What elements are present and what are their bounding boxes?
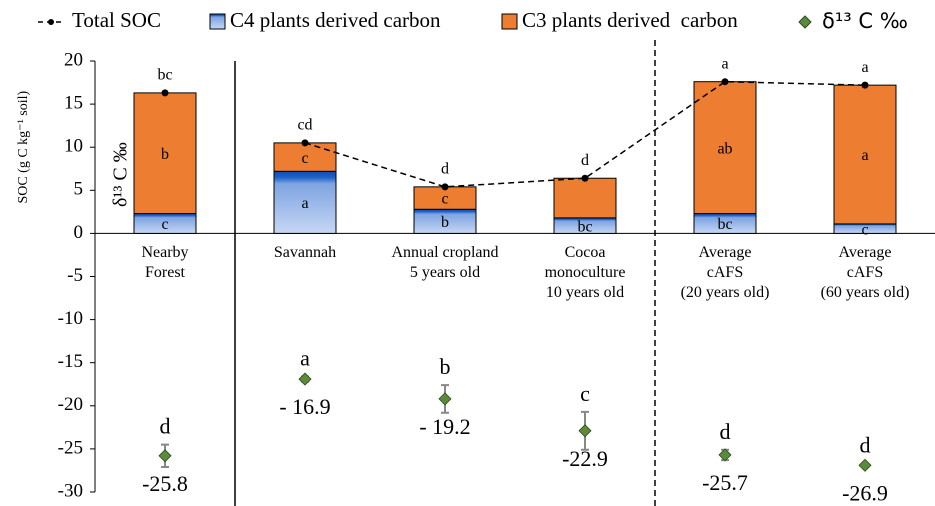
y2-axis-label: δ¹³ C ‰ bbox=[110, 142, 132, 207]
delta-point bbox=[438, 392, 452, 406]
x-tick-label-line: Annual cropland bbox=[391, 244, 498, 261]
x-tick-label: Average cAFS (20 years old) bbox=[681, 244, 770, 301]
bar-segment bbox=[833, 84, 897, 225]
delta-value-label: -26.9 bbox=[842, 480, 888, 505]
significance-letter: c bbox=[861, 221, 868, 238]
delta-letter: d bbox=[160, 414, 171, 439]
x-tick-label: Cocoa monoculture 10 years old bbox=[545, 244, 626, 301]
delta-letter: d bbox=[860, 433, 871, 458]
legend-label: C4 plants derived carbon bbox=[230, 8, 441, 32]
delta-point bbox=[298, 372, 312, 386]
delta-value-label: -25.8 bbox=[142, 471, 188, 496]
significance-letter: c bbox=[161, 216, 168, 233]
significance-letter: c bbox=[301, 150, 308, 167]
total-point bbox=[301, 139, 309, 147]
x-tick-label-line: Forest bbox=[145, 264, 186, 281]
delta-point bbox=[718, 448, 732, 462]
delta-point bbox=[158, 449, 172, 463]
delta-letter: b bbox=[440, 354, 451, 379]
delta-point bbox=[858, 458, 872, 472]
bar-segment bbox=[693, 81, 757, 215]
legend-swatch bbox=[798, 15, 812, 29]
y-tick-label: 0 bbox=[74, 222, 84, 243]
x-tick-label: Nearby Forest bbox=[141, 244, 188, 281]
y-tick-label: -30 bbox=[58, 480, 83, 501]
x-tick-label-line: monoculture bbox=[545, 264, 626, 281]
delta-letter: c bbox=[580, 381, 590, 406]
x-tick-label-line: cAFS bbox=[847, 264, 883, 281]
total-letter: d bbox=[441, 161, 449, 178]
legend-label: δ¹³ C ‰ bbox=[822, 9, 908, 33]
x-tick-label-line: Nearby bbox=[141, 244, 188, 261]
total-point bbox=[721, 78, 729, 86]
y-tick-label: -5 bbox=[67, 265, 83, 286]
significance-letter: bc bbox=[577, 218, 592, 235]
y-tick-label: 20 bbox=[64, 49, 83, 70]
y-tick-label: 15 bbox=[64, 92, 83, 113]
legend-swatch bbox=[209, 13, 226, 30]
total-letter: cd bbox=[297, 117, 312, 134]
delta-value-label: -22.9 bbox=[562, 446, 608, 471]
x-tick-label: Average cAFS (60 years old) bbox=[821, 244, 910, 301]
x-tick-label-line: (60 years old) bbox=[821, 284, 910, 301]
y-tick-label: -10 bbox=[58, 308, 83, 329]
legend-label: Total SOC bbox=[72, 8, 161, 32]
bar-segment bbox=[273, 142, 337, 172]
total-letter: a bbox=[721, 55, 728, 72]
x-tick-label-line: Average bbox=[699, 244, 752, 261]
y-tick-label: -20 bbox=[58, 394, 83, 415]
significance-letter: b bbox=[441, 214, 449, 231]
delta-letter: a bbox=[300, 346, 310, 371]
significance-letter: c bbox=[441, 191, 448, 208]
y-axis-label: SOC (g C kg⁻¹ soil) bbox=[16, 91, 31, 204]
significance-letter: bc bbox=[717, 216, 732, 233]
bar-segment bbox=[413, 208, 477, 234]
x-tick-label: Savannah bbox=[274, 244, 336, 261]
significance-letter: ab bbox=[717, 140, 732, 157]
legend-label: C3 plants derived carbon bbox=[522, 8, 738, 32]
bar-segment bbox=[553, 177, 617, 219]
total-point bbox=[861, 81, 869, 89]
x-tick-label-line: 10 years old bbox=[546, 284, 624, 301]
x-tick-label-line: 5 years old bbox=[410, 264, 480, 281]
legend-swatch bbox=[501, 13, 518, 30]
total-letter: a bbox=[861, 59, 868, 76]
total-point bbox=[161, 89, 169, 97]
x-tick-label-line: Savannah bbox=[274, 244, 336, 261]
total-letter: d bbox=[581, 152, 589, 169]
delta-value-label: -25.7 bbox=[702, 470, 748, 495]
legend-swatch bbox=[48, 19, 54, 25]
x-tick-label-line: cAFS bbox=[707, 264, 743, 281]
significance-letter: a bbox=[861, 147, 868, 164]
delta-value-label: - 19.2 bbox=[419, 414, 470, 439]
bar-segment bbox=[273, 170, 337, 234]
total-point bbox=[581, 174, 589, 182]
delta-value-label: - 16.9 bbox=[279, 394, 330, 419]
x-tick-label-line: Cocoa bbox=[565, 244, 606, 261]
y-tick-label: -15 bbox=[58, 351, 83, 372]
total-letter: bc bbox=[157, 67, 172, 84]
y-tick-label: 5 bbox=[74, 179, 84, 200]
significance-letter: b bbox=[161, 146, 169, 163]
x-tick-label-line: (20 years old) bbox=[681, 284, 770, 301]
significance-letter: a bbox=[301, 195, 308, 212]
delta-letter: d bbox=[720, 419, 731, 444]
delta-point bbox=[578, 424, 592, 438]
y-tick-label: 10 bbox=[64, 136, 83, 157]
x-tick-label: Annual cropland 5 years old bbox=[391, 244, 498, 281]
total-point bbox=[441, 183, 449, 191]
total-line bbox=[304, 80, 866, 188]
y-tick-label: -25 bbox=[58, 437, 83, 458]
x-tick-label-line: Average bbox=[839, 244, 892, 261]
